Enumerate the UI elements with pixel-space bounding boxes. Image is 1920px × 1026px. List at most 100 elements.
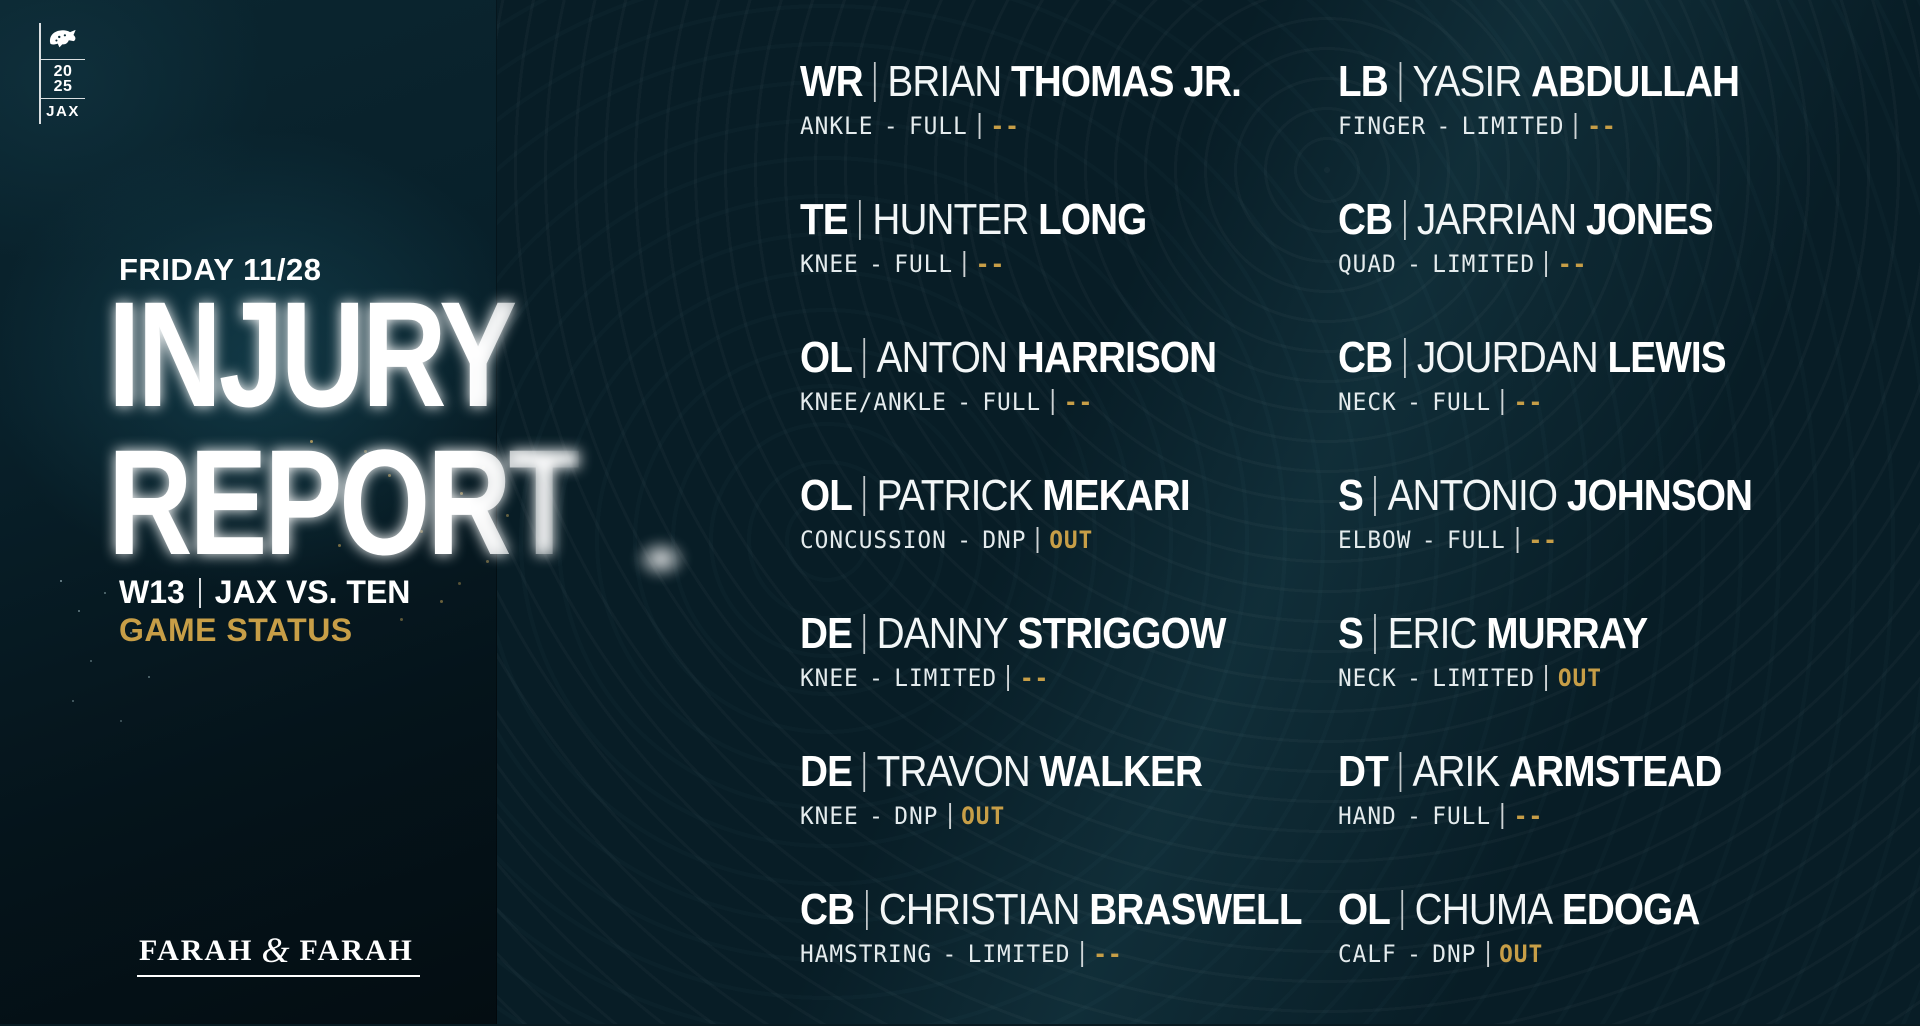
jaguars-season-badge: 20 25 JAX — [39, 23, 85, 125]
separator-bar — [1401, 890, 1404, 930]
injury-type: ELBOW — [1338, 526, 1412, 554]
player-first-name: YASIR — [1412, 57, 1522, 106]
player-last-name: LEWIS — [1607, 333, 1727, 382]
player-entry: S ERIC MURRAY NECK - LIMITED OUT — [1338, 609, 1809, 750]
player-last-name: JOHNSON — [1566, 471, 1753, 520]
team-code-section: JAX — [41, 98, 85, 124]
dash: - — [1407, 802, 1422, 830]
practice-status: LIMITED — [1461, 112, 1565, 140]
player-entry: S ANTONIO JOHNSON ELBOW - FULL -- — [1338, 471, 1809, 612]
injury-type: ANKLE — [800, 112, 874, 140]
player-position: OL — [1338, 885, 1391, 934]
separator-bar — [1374, 614, 1377, 654]
page-title-blur-layer: INJURY REPORT — [108, 270, 580, 586]
practice-status: FULL — [1432, 388, 1491, 416]
player-position: S — [1338, 609, 1364, 658]
player-position: OL — [800, 333, 853, 382]
season-year-bottom: 25 — [53, 78, 73, 96]
separator-bar — [863, 476, 866, 516]
report-date: FRIDAY 11/28 — [119, 252, 322, 287]
player-entry: CB JOURDAN LEWIS NECK - FULL -- — [1338, 333, 1809, 474]
game-status: -- — [1093, 940, 1123, 968]
player-last-name: JONES — [1585, 195, 1714, 244]
player-entry: DE DANNY STRIGGOW KNEE - LIMITED -- — [800, 609, 1370, 750]
player-entry: CB CHRISTIAN BRASWELL HAMSTRING - LIMITE… — [800, 885, 1370, 1026]
injury-type: HAMSTRING — [800, 940, 933, 968]
player-first-name: PATRICK — [876, 471, 1034, 520]
injury-type: CONCUSSION — [800, 526, 947, 554]
player-first-name: ERIC — [1387, 609, 1478, 658]
player-last-name: EDOGA — [1561, 885, 1700, 934]
game-status: -- — [1513, 388, 1544, 416]
injury-column-1: WR BRIAN THOMAS JR. ANKLE - FULL -- TE H… — [800, 57, 1370, 1026]
player-last-name: ABDULLAH — [1531, 57, 1740, 106]
player-first-name: JOURDAN — [1416, 333, 1599, 382]
player-first-name: ANTONIO — [1387, 471, 1558, 520]
dash: - — [1407, 940, 1422, 968]
player-position: DE — [800, 609, 853, 658]
game-status: -- — [1063, 388, 1094, 416]
dash: - — [1407, 664, 1422, 692]
injury-type: KNEE — [800, 802, 859, 830]
separator-bar — [963, 251, 966, 277]
player-last-name: MURRAY — [1486, 609, 1648, 658]
light-speckles — [60, 580, 62, 582]
practice-status: DNP — [894, 802, 939, 830]
player-entry: DE TRAVON WALKER KNEE - DNP OUT — [800, 747, 1370, 888]
player-entry: OL CHUMA EDOGA CALF - DNP OUT — [1338, 885, 1809, 1026]
season-year-section: 20 25 — [41, 59, 85, 98]
dash: - — [883, 112, 899, 140]
practice-status: FULL — [982, 388, 1042, 416]
separator-bar — [865, 890, 868, 930]
separator-bar — [1501, 803, 1504, 829]
game-status: -- — [1587, 112, 1617, 140]
player-position: CB — [1338, 195, 1393, 244]
player-entry: WR BRIAN THOMAS JR. ANKLE - FULL -- — [800, 57, 1370, 198]
player-position: LB — [1338, 57, 1389, 106]
dash: - — [957, 526, 972, 554]
separator-bar — [874, 62, 876, 102]
player-position: WR — [800, 57, 864, 106]
game-status: -- — [1513, 802, 1544, 830]
injury-type: CALF — [1338, 940, 1397, 968]
player-entry: CB JARRIAN JONES QUAD - LIMITED -- — [1338, 195, 1809, 336]
separator-bar — [863, 752, 866, 792]
practice-status: DNP — [982, 526, 1027, 554]
separator-bar — [1403, 338, 1406, 378]
game-status: OUT — [1049, 526, 1094, 554]
separator-bar — [1399, 752, 1402, 792]
practice-status: LIMITED — [1432, 664, 1536, 692]
player-position: OL — [800, 471, 853, 520]
left-dark-panel — [0, 0, 497, 1024]
light-smudge — [634, 538, 688, 580]
dash: - — [1407, 388, 1422, 416]
matchup-label: JAX VS. TEN — [214, 574, 411, 610]
separator-bar — [1403, 200, 1406, 240]
dash: - — [1421, 526, 1437, 554]
water-ripples-overlay — [497, 0, 1920, 1024]
sponsor-logo: FARAH & FARAH — [137, 932, 420, 977]
separator-bar — [1545, 665, 1548, 691]
dash: - — [1407, 250, 1422, 278]
separator-bar — [863, 614, 866, 654]
injury-type: FINGER — [1338, 112, 1427, 140]
injury-type: NECK — [1338, 664, 1397, 692]
page-title: INJURY REPORT INJURY REPORT — [108, 270, 868, 600]
player-entry: OL PATRICK MEKARI CONCUSSION - DNP OUT — [800, 471, 1370, 612]
player-last-name: HARRISON — [1016, 333, 1217, 382]
dash: - — [957, 388, 972, 416]
separator-bar — [1486, 941, 1489, 967]
player-first-name: CHRISTIAN — [878, 885, 1081, 934]
injury-type: KNEE — [800, 250, 859, 278]
practice-status: LIMITED — [967, 940, 1071, 968]
jaguars-logo-section — [41, 23, 85, 59]
week-matchup: W13 JAX VS. TEN — [119, 574, 410, 611]
injury-column-2: LB YASIR ABDULLAH FINGER - LIMITED -- CB… — [1338, 57, 1809, 1026]
page-title-text: INJURY REPORT — [108, 270, 580, 586]
player-first-name: ANTON — [876, 333, 1008, 382]
badge-rail-line — [39, 23, 41, 125]
practice-status: FULL — [1446, 526, 1506, 554]
injury-type: NECK — [1338, 388, 1397, 416]
dash: - — [942, 940, 958, 968]
game-status: OUT — [1499, 940, 1544, 968]
